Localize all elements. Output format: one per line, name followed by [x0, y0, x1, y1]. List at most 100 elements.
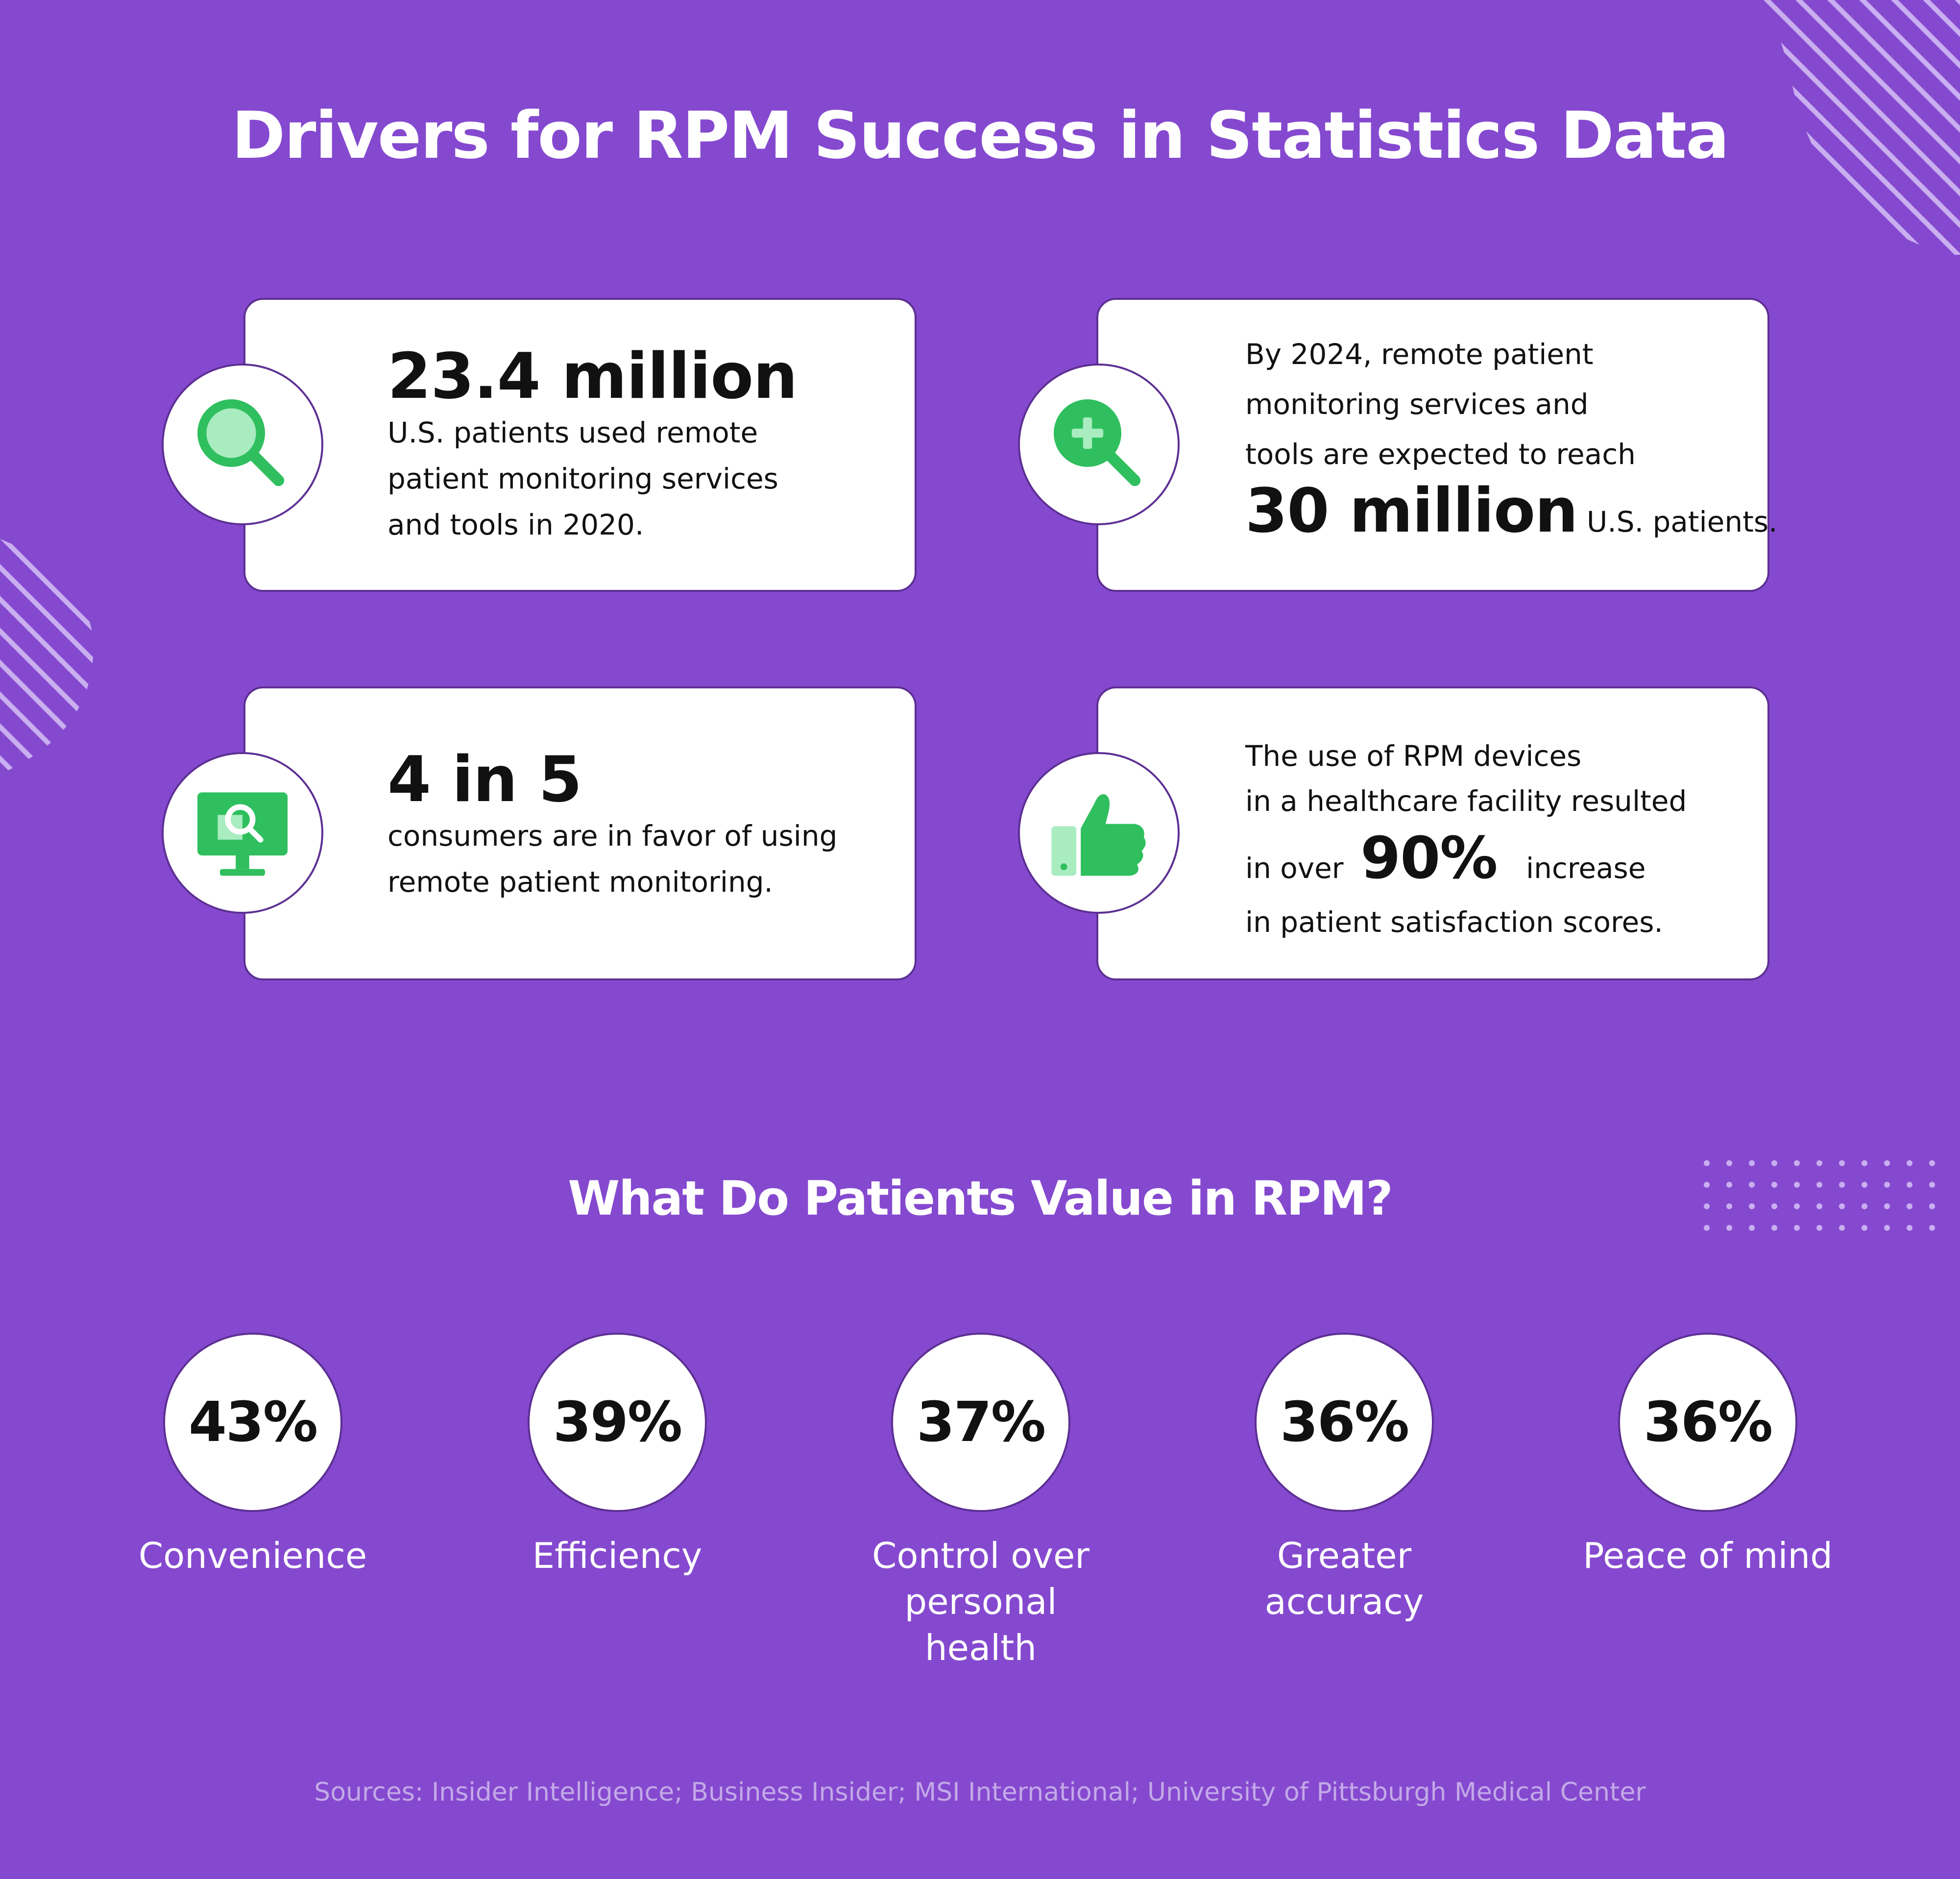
decorative-dot: [1749, 1225, 1755, 1231]
card-line: and tools in 2020.: [387, 508, 644, 542]
card-line: By 2024, remote patient: [1245, 338, 1594, 371]
decorative-dot: [1771, 1225, 1777, 1231]
card-highlight: 90%: [1360, 824, 1498, 892]
decorative-dot: [1884, 1203, 1890, 1209]
card-text: The use of RPM devices in a healthcare f…: [1245, 733, 1765, 942]
stat-percent: 39%: [528, 1333, 707, 1512]
decorative-dot: [1704, 1225, 1710, 1231]
decorative-dot: [1704, 1160, 1710, 1166]
decorative-dot: [1862, 1182, 1867, 1188]
section-title: What Do Patients Value in RPM?: [568, 1171, 1393, 1226]
card-highlight-line: in over 90% increase: [1245, 824, 1765, 903]
decorative-dot: [1816, 1182, 1822, 1188]
card-line: tools are expected to reach: [1245, 438, 1636, 471]
decorative-dot: [1929, 1203, 1935, 1209]
card-line: monitoring services and: [1245, 388, 1589, 421]
decorative-dot: [1726, 1203, 1732, 1209]
magnifier-icon-badge: [162, 364, 323, 525]
card-line: consumers are in favor of using: [387, 819, 838, 853]
decorative-dot: [1907, 1225, 1912, 1231]
decorative-dots: [1704, 1160, 1935, 1231]
magnifier-plus-icon: [1054, 399, 1141, 487]
decorative-dot: [1726, 1225, 1732, 1231]
stat-card-consumers: 4 in 5 consumers are in favor of using r…: [243, 686, 917, 980]
thumbs-up-icon: [1051, 794, 1146, 876]
decorative-dot: [1704, 1203, 1710, 1209]
magnifier-icon: [197, 399, 285, 487]
card-line: remote patient monitoring.: [387, 865, 773, 899]
decorative-dot: [1884, 1225, 1890, 1231]
card-text: 4 in 5 consumers are in favor of using r…: [387, 747, 907, 905]
card-line: patient monitoring services: [387, 462, 778, 496]
decorative-dot: [1862, 1160, 1867, 1166]
decorative-dot: [1794, 1182, 1800, 1188]
card-text: 23.4 million U.S. patients used remote p…: [387, 340, 897, 548]
decorative-dot: [1907, 1203, 1912, 1209]
card-line: in a healthcare facility resulted: [1245, 784, 1687, 818]
card-line: U.S. patients used remote: [387, 416, 758, 450]
decorative-dot: [1771, 1160, 1777, 1166]
decorative-dot: [1816, 1160, 1822, 1166]
stat-label: Control over personal health: [872, 1535, 1089, 1668]
value-stat-control: 37% Control over personal health: [829, 1333, 1133, 1671]
decorative-stripes-top-right: [1764, 0, 1960, 255]
decorative-dot: [1704, 1182, 1710, 1188]
decorative-stripes-left: [0, 539, 94, 774]
monitor-search-icon: [197, 792, 288, 876]
monitor-search-icon-badge: [162, 752, 323, 914]
page-title: Drivers for RPM Success in Statistics Da…: [231, 98, 1729, 173]
card-highlight-suffix: U.S. patients.: [1586, 505, 1778, 538]
decorative-dot: [1749, 1203, 1755, 1209]
card-highlight: 30 million: [1245, 476, 1578, 546]
decorative-dot: [1839, 1203, 1845, 1209]
stat-percent: 36%: [1618, 1333, 1797, 1512]
card-line: The use of RPM devices: [1245, 739, 1582, 773]
decorative-dot: [1907, 1182, 1912, 1188]
card-suffix: increase: [1525, 852, 1646, 885]
decorative-dot: [1839, 1160, 1845, 1166]
stat-card-satisfaction: The use of RPM devices in a healthcare f…: [1096, 686, 1769, 980]
decorative-dot: [1794, 1160, 1800, 1166]
decorative-dot: [1839, 1225, 1845, 1231]
decorative-dot: [1929, 1160, 1935, 1166]
card-headline: 23.4 million: [387, 340, 798, 413]
decorative-dot: [1862, 1203, 1867, 1209]
stat-percent: 37%: [891, 1333, 1070, 1512]
decorative-dot: [1749, 1160, 1755, 1166]
value-stat-efficiency: 39% Efficiency: [465, 1333, 769, 1579]
stat-percent: 36%: [1255, 1333, 1434, 1512]
decorative-dot: [1794, 1203, 1800, 1209]
decorative-dot: [1884, 1160, 1890, 1166]
decorative-dot: [1862, 1225, 1867, 1231]
decorative-dot: [1816, 1203, 1822, 1209]
decorative-dot: [1726, 1182, 1732, 1188]
stat-percent: 43%: [163, 1333, 342, 1512]
stat-label: Greater accuracy: [1264, 1535, 1424, 1622]
stat-label: Peace of mind: [1583, 1535, 1833, 1576]
card-highlight-line: 30 million U.S. patients.: [1245, 476, 1778, 554]
stat-label: Efficiency: [532, 1535, 702, 1576]
value-stat-peace-of-mind: 36% Peace of mind: [1556, 1333, 1860, 1579]
sources-footnote: Sources: Insider Intelligence; Business …: [314, 1778, 1646, 1807]
value-stat-accuracy: 36% Greater accuracy: [1192, 1333, 1496, 1625]
decorative-dot: [1726, 1160, 1732, 1166]
card-prefix: in over: [1245, 852, 1344, 885]
decorative-dot: [1929, 1182, 1935, 1188]
decorative-dot: [1794, 1225, 1800, 1231]
decorative-dot: [1749, 1182, 1755, 1188]
magnifier-plus-icon-badge: [1018, 364, 1180, 525]
decorative-dot: [1884, 1182, 1890, 1188]
thumbs-up-icon-badge: [1018, 752, 1180, 914]
card-text: By 2024, remote patient monitoring servi…: [1245, 329, 1778, 554]
stat-label: Convenience: [138, 1535, 367, 1576]
decorative-dot: [1839, 1182, 1845, 1188]
stat-card-patients-2020: 23.4 million U.S. patients used remote p…: [243, 298, 917, 592]
stat-card-projection-2024: By 2024, remote patient monitoring servi…: [1096, 298, 1778, 592]
decorative-dot: [1907, 1160, 1912, 1166]
card-headline: 4 in 5: [387, 743, 582, 816]
decorative-dot: [1929, 1225, 1935, 1231]
card-line: in patient satisfaction scores.: [1245, 905, 1663, 939]
decorative-dot: [1816, 1225, 1822, 1231]
value-stat-convenience: 43% Convenience: [101, 1333, 405, 1579]
decorative-dot: [1771, 1203, 1777, 1209]
